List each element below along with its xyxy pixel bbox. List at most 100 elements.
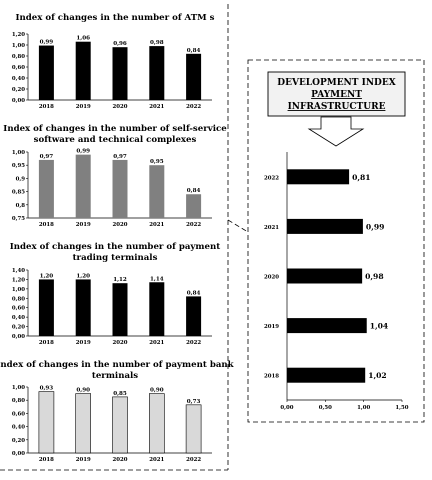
left-panel-frame [0,4,249,471]
development-index-category-label: 2022 [264,175,279,181]
bank-terminals-chart-title-line-2: terminals [92,371,138,381]
self-service-chart-bar [112,159,128,218]
atm-chart-y-tick-label: 0,60 [12,65,25,71]
bank-terminals-chart-category-label: 2020 [112,457,127,463]
self-service-chart-data-label: 0,97 [40,154,54,160]
bank-terminals-chart-category-label: 2021 [149,457,164,463]
atm-chart-category-label: 2022 [186,104,201,110]
development-index-chart-bars: 0,81 2022 0,99 2021 0,98 2020 1,04 2019 1,02 2018 [264,169,388,383]
development-index-category-label: 2019 [264,324,279,330]
trading-terminals-chart-y-tick-label: 0,40 [12,315,25,321]
self-service-chart-category-label: 2019 [76,222,91,228]
self-service-chart-title-line-2: software and technical complexes [34,135,197,145]
trading-terminals-chart-bar [38,279,54,336]
trading-terminals-chart-category-label: 2022 [186,340,201,346]
trading-terminals-chart-category-label: 2021 [149,340,164,346]
atm-chart-y-tick-label: 1,00 [12,43,25,49]
trading-terminals-chart-y-tick-label: 0,80 [12,296,25,302]
bank-terminals-chart-bar [149,393,165,454]
trading-terminals-chart-bars: 1,20 2018 1,20 2019 1,12 2020 1,14 2021 0,84 2022 [39,273,201,346]
atm-chart-bar [75,41,91,100]
atm-chart-category-label: 2018 [39,104,54,110]
self-service-chart-y-tick-label: 1,00 [12,150,25,156]
trading-terminals-chart-category-label: 2019 [76,340,91,346]
atm-chart-y-tick-label: 0,80 [12,54,25,60]
self-service-chart-data-label: 0,99 [76,149,90,155]
self-service-chart-bar [186,194,202,218]
self-service-chart-bar [149,165,165,218]
self-service-chart-data-label: 0,95 [150,159,164,165]
development-index-data-label: 0,81 [352,173,371,182]
bank-terminals-chart-bar [112,396,128,454]
self-service-chart-y-tick-label: 0,75 [12,216,25,222]
bank-terminals-chart: Index of changes in the number of paymen… [0,360,235,463]
development-index-data-label: 0,99 [366,222,385,231]
bank-terminals-chart-bar [185,404,202,454]
development-index-category-label: 2020 [264,275,279,281]
development-index-bar [287,367,366,383]
development-index-bar [287,169,350,185]
atm-chart-data-label: 1,06 [76,36,90,42]
bank-terminals-chart-bar [75,393,91,454]
development-index-bar [287,268,363,284]
atm-chart-y-tick-label: 0,40 [12,76,25,82]
development-index-category-label: 2018 [264,374,279,380]
trading-terminals-chart-bar [149,282,165,336]
self-service-chart-bar [75,154,91,218]
atm-chart-y-tick-label: 1,20 [12,32,25,38]
trading-terminals-chart-y-tick-label: 0,00 [12,334,25,340]
index-title-line-1: DEVELOPMENT INDEX [277,78,395,88]
bank-terminals-chart-y-tick-label: 0,40 [12,425,25,431]
development-index-category-label: 2021 [264,225,279,231]
bank-terminals-chart-data-label: 0,85 [113,391,127,397]
atm-chart-data-label: 0,99 [40,40,54,46]
bank-terminals-chart-data-label: 0,73 [187,399,201,405]
trading-terminals-chart-y-tick-label: 0,60 [12,306,25,312]
self-service-chart-title-line-1: Index of changes in the number of self-s… [3,124,227,134]
trading-terminals-chart-bar [112,283,128,336]
trading-terminals-chart: Index of changes in the number of paymen… [10,242,220,346]
development-index-x-tick-label: 1,50 [395,405,408,411]
development-index-x-tick-label: 0,00 [280,405,293,411]
trading-terminals-chart-data-label: 1,12 [113,277,127,283]
bank-terminals-chart-title-line-1: Index of changes in the number of paymen… [0,360,235,370]
bank-terminals-chart-y-tick-label: 0,20 [12,438,25,444]
development-index-chart: 0,00 0,50 1,00 1,50 0,81 2022 0,99 2021 0,98 202… [264,152,409,411]
bank-terminals-chart-category-label: 2019 [76,457,91,463]
trading-terminals-chart-data-label: 1,14 [150,276,164,282]
trading-terminals-chart-y-tick-label: 1,20 [12,277,25,283]
index-title-line-2: PAYMENT [311,90,362,100]
development-index-bar [287,218,363,234]
atm-chart-category-label: 2019 [76,104,91,110]
self-service-chart-category-label: 2021 [149,222,164,228]
atm-chart-data-label: 0,98 [150,40,164,46]
trading-terminals-chart-bar [186,296,202,336]
atm-chart-y-tick-label: 0,00 [12,98,25,104]
development-index-data-label: 0,98 [365,272,384,281]
bank-terminals-chart-category-label: 2018 [39,457,54,463]
trading-terminals-chart-y-tick-label: 0,20 [12,325,25,331]
trading-terminals-chart-data-label: 0,84 [187,290,201,296]
bank-terminals-chart-y-tick-label: 0,80 [12,398,25,404]
bank-terminals-chart-data-label: 0,90 [76,388,90,394]
bank-terminals-chart-y-tick-label: 0,60 [12,411,25,417]
development-index-bar [287,318,367,334]
trading-terminals-chart-category-label: 2018 [39,340,54,346]
atm-chart-data-label: 0,96 [113,41,127,47]
self-service-chart-y-tick-label: 0,95 [12,163,25,169]
bank-terminals-chart-y-tick-label: 0,00 [12,451,25,457]
atm-chart-bar [186,53,202,100]
trading-terminals-chart-data-label: 1,20 [40,273,54,279]
atm-chart-category-label: 2021 [149,104,164,110]
atm-chart-title: Index of changes in the number of ATM s [15,13,214,23]
trading-terminals-chart-y-tick-label: 1,40 [12,268,25,274]
atm-chart-y-tick-label: 0,20 [12,87,25,93]
trading-terminals-chart-y-tick-label: 1,00 [12,287,25,293]
self-service-chart-data-label: 0,84 [187,188,201,194]
trading-terminals-chart-category-label: 2020 [112,340,127,346]
right-panel-frame [247,59,425,423]
atm-chart-bar [149,46,165,100]
development-index-data-label: 1,02 [368,371,387,380]
down-arrow-icon [307,116,365,147]
